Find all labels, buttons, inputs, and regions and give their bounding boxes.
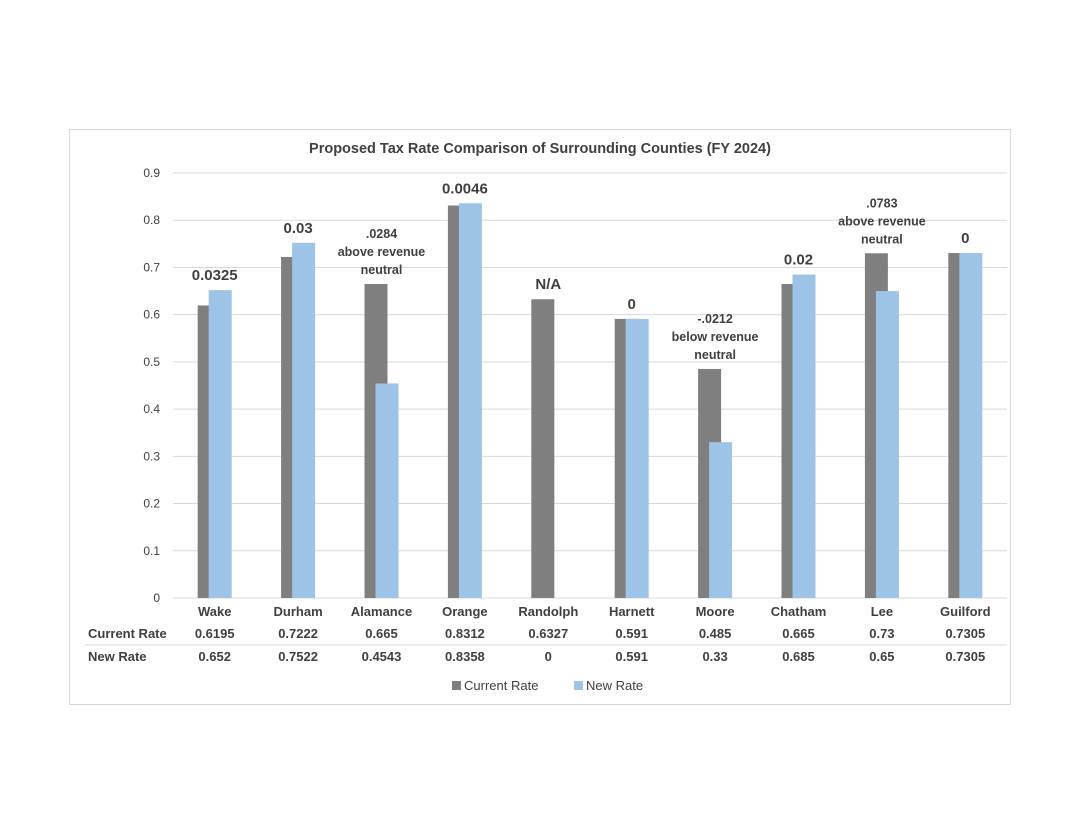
- bar-new-rate: [292, 242, 316, 599]
- x-category-label: Orange: [442, 604, 488, 619]
- x-category-label: Wake: [198, 604, 231, 619]
- table-cell: 0: [545, 649, 552, 664]
- table-cell: 0.7522: [278, 649, 318, 664]
- bar-new-rate: [375, 383, 399, 598]
- table-cell: 0.665: [365, 626, 398, 641]
- table-cell: 0.65: [869, 649, 894, 664]
- table-cell: 0.591: [615, 626, 648, 641]
- bar-new-rate: [625, 318, 649, 598]
- table-cell: 0.8312: [445, 626, 485, 641]
- table-cell: 0.8358: [445, 649, 485, 664]
- table-cell: 0.665: [782, 626, 815, 641]
- x-category-label: Harnett: [609, 604, 655, 619]
- table-cell: 0.7305: [945, 626, 985, 641]
- table-cell: 0.4543: [362, 649, 402, 664]
- bar-annotation: 0.0325: [192, 267, 238, 284]
- x-category-label: Alamance: [351, 604, 412, 619]
- y-tick-label: 0.4: [143, 402, 160, 416]
- y-tick-label: 0: [153, 591, 160, 605]
- y-tick-label: 0.5: [143, 355, 160, 369]
- bar-annotation: -.0212: [697, 312, 732, 326]
- bar-annotation: 0: [628, 296, 636, 313]
- bar-annotation: .0783: [866, 196, 897, 210]
- legend-swatch: [452, 681, 461, 690]
- bar-annotation: below revenue: [672, 330, 759, 344]
- bar-new-rate: [959, 253, 983, 598]
- table-cell: 0.591: [615, 649, 648, 664]
- legend-label: Current Rate: [464, 678, 538, 693]
- bar-annotation: neutral: [694, 348, 736, 362]
- y-tick-label: 0.7: [143, 260, 160, 274]
- table-cell: 0.7222: [278, 626, 318, 641]
- x-category-label: Moore: [696, 604, 735, 619]
- y-tick-label: 0.1: [143, 544, 160, 558]
- bar-new-rate: [458, 203, 482, 599]
- x-category-label: Guilford: [940, 604, 991, 619]
- y-tick-label: 0.3: [143, 449, 160, 463]
- bar-new-rate: [792, 274, 816, 598]
- bar-current-rate: [531, 299, 555, 598]
- bar-annotation: .0284: [366, 227, 397, 241]
- chart-title: Proposed Tax Rate Comparison of Surround…: [309, 141, 771, 157]
- x-category-label: Chatham: [771, 604, 827, 619]
- y-tick-label: 0.8: [143, 213, 160, 227]
- bar-annotation: 0.03: [283, 220, 312, 237]
- bar-annotation: above revenue: [838, 214, 926, 228]
- y-tick-label: 0.2: [143, 497, 160, 511]
- table-row-header: New Rate: [88, 649, 147, 664]
- bar-annotation: above revenue: [338, 245, 426, 259]
- table-cell: 0.73: [869, 626, 894, 641]
- y-tick-label: 0.9: [143, 166, 160, 180]
- x-category-label: Lee: [871, 604, 893, 619]
- x-category-label: Durham: [274, 604, 323, 619]
- bar-annotation: N/A: [535, 276, 561, 293]
- table-cell: 0.7305: [945, 649, 985, 664]
- bar-annotation: 0: [961, 230, 969, 247]
- table-row-header: Current Rate: [88, 626, 167, 641]
- table-cell: 0.685: [782, 649, 815, 664]
- bar-annotation: 0.0046: [442, 180, 488, 197]
- table-cell: 0.652: [198, 649, 231, 664]
- bar-annotation: neutral: [361, 263, 403, 277]
- y-tick-label: 0.6: [143, 308, 160, 322]
- x-category-label: Randolph: [518, 604, 578, 619]
- bar-new-rate: [709, 442, 733, 598]
- table-cell: 0.33: [702, 649, 727, 664]
- table-cell: 0.485: [699, 626, 732, 641]
- bar-annotation: 0.02: [784, 252, 813, 269]
- bar-new-rate: [208, 290, 232, 598]
- bar-new-rate: [875, 291, 899, 598]
- legend-swatch: [574, 681, 583, 690]
- legend-label: New Rate: [586, 678, 643, 693]
- table-cell: 0.6327: [528, 626, 568, 641]
- table-cell: 0.6195: [195, 626, 235, 641]
- bar-annotation: neutral: [861, 232, 903, 246]
